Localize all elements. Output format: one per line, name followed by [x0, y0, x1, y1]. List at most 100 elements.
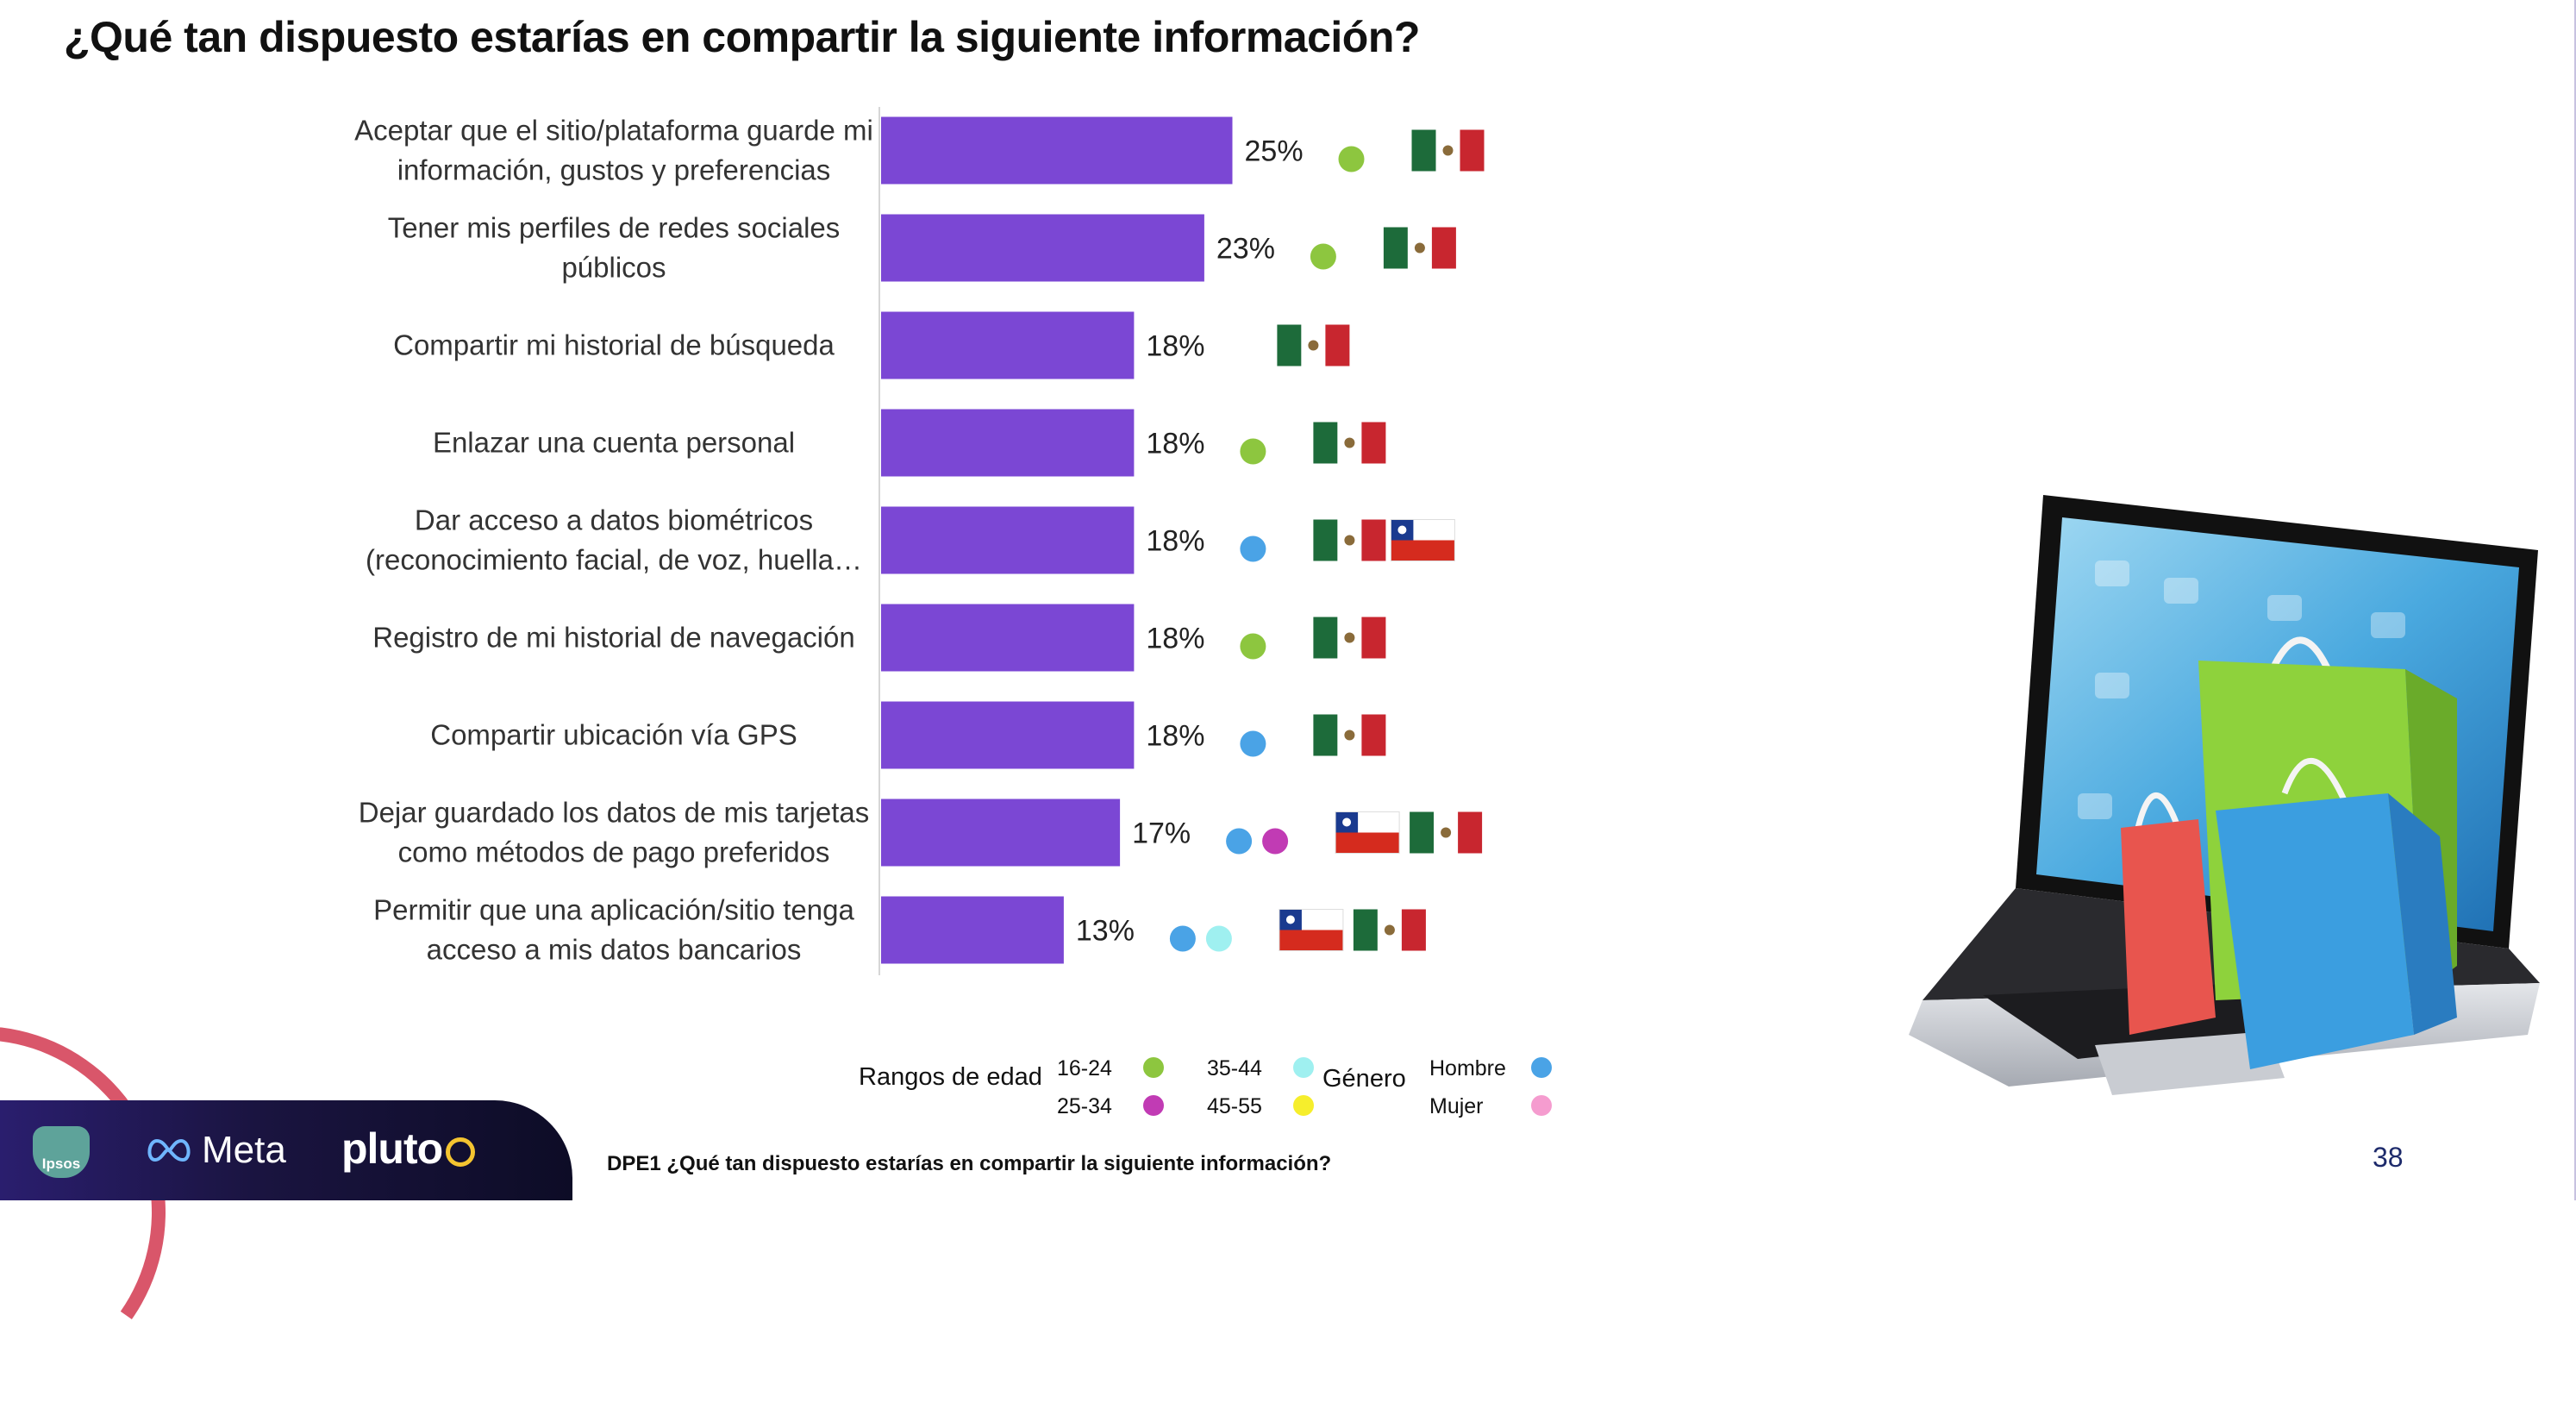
meta-logo-text: Meta	[202, 1129, 286, 1171]
meta-logo: Meta	[145, 1124, 286, 1176]
flag-chile-red	[1279, 930, 1343, 951]
marker-dot	[1205, 925, 1232, 952]
legend-gender-title: Género	[1322, 1065, 1406, 1093]
flag-mexico-green	[1353, 909, 1378, 951]
flag-mexico-emblem	[1344, 437, 1355, 448]
marker-dot	[1240, 633, 1266, 660]
flag-chile-border	[1390, 519, 1455, 561]
marker-dot	[1240, 536, 1266, 562]
page-number: 38	[2373, 1142, 2404, 1173]
flag-chile-star	[1285, 915, 1295, 924]
category-label: (reconocimiento facial, de voz, huella…	[366, 544, 862, 576]
ipsos-logo: Ipsos	[33, 1126, 90, 1178]
flag-chile-red	[1391, 540, 1455, 561]
legend-item-dot	[1531, 1057, 1552, 1078]
marker-dot	[1169, 925, 1196, 952]
question-footnote: DPE1 ¿Qué tan dispuesto estarías en comp…	[607, 1152, 1332, 1175]
flag-mexico-red	[1431, 227, 1456, 269]
category-label: públicos	[561, 252, 666, 284]
flag-mexico-green	[1313, 714, 1338, 756]
category-label: Aceptar que el sitio/plataforma guarde m…	[354, 115, 873, 147]
pluto-tv-logo: pluto	[341, 1121, 476, 1176]
flag-mexico-green	[1411, 129, 1436, 172]
laptop-shopping-bags-illustration	[1909, 495, 2540, 1095]
legend-item-label: Hombre	[1429, 1056, 1506, 1080]
bar	[881, 799, 1121, 867]
flag-mexico-emblem	[1344, 632, 1355, 643]
bar	[881, 214, 1204, 282]
flag-chile-star	[1397, 525, 1407, 535]
flag-mexico-red	[1361, 422, 1386, 464]
flag-mexico-red	[1458, 811, 1483, 854]
legend-item-dot	[1143, 1095, 1164, 1116]
data-label: 17%	[1132, 817, 1191, 850]
bar	[881, 506, 1135, 574]
flag-mexico-red	[1361, 519, 1386, 561]
flag-mexico-emblem	[1308, 340, 1319, 351]
legend-item-label: 35-44	[1207, 1056, 1262, 1080]
marker-dot	[1240, 438, 1266, 465]
flag-mexico-green	[1313, 617, 1338, 659]
flag-chile-star	[1342, 817, 1352, 827]
data-label: 18%	[1146, 330, 1204, 363]
legend-item-label: 25-34	[1057, 1094, 1112, 1118]
legend-age-title: Rangos de edad	[859, 1063, 1042, 1091]
bar	[881, 311, 1135, 379]
flag-chile-border	[1279, 909, 1344, 951]
marker-dot	[1262, 828, 1289, 855]
pluto-tv-icon	[446, 1137, 476, 1167]
legend-item-label: 45-55	[1207, 1094, 1262, 1118]
bar	[881, 409, 1135, 477]
data-label: 18%	[1146, 623, 1204, 655]
legend-item-dot	[1531, 1095, 1552, 1116]
category-label: acceso a mis datos bancarios	[427, 934, 802, 966]
page-title: ¿Qué tan dispuesto estarías en compartir…	[64, 13, 1420, 61]
flag-mexico-emblem	[1384, 924, 1395, 936]
category-label: Compartir mi historial de búsqueda	[393, 329, 835, 361]
flag-mexico-emblem	[1344, 730, 1355, 741]
marker-dot	[1226, 828, 1253, 855]
meta-infinity-icon	[147, 1138, 191, 1162]
data-label: 18%	[1146, 428, 1204, 460]
category-label: Registro de mi historial de navegación	[372, 622, 854, 654]
category-label: Permitir que una aplicación/sitio tenga	[373, 894, 854, 926]
category-label: Compartir ubicación vía GPS	[430, 719, 797, 751]
ipsos-logo-text: Ipsos	[41, 1156, 81, 1172]
footer-logo-bar	[0, 1100, 572, 1200]
flag-mexico-green	[1313, 422, 1338, 464]
flag-mexico-green	[1277, 324, 1302, 366]
flag-mexico-red	[1361, 714, 1386, 756]
flag-mexico-emblem	[1441, 827, 1452, 838]
legend-item-dot	[1143, 1057, 1164, 1078]
flag-mexico-red	[1401, 909, 1426, 951]
bar	[881, 116, 1233, 185]
bar	[881, 604, 1135, 672]
flag-mexico-red	[1361, 617, 1386, 659]
data-label: 25%	[1245, 135, 1304, 168]
category-label: Dejar guardado los datos de mis tarjetas	[359, 797, 870, 829]
flag-chile-border	[1335, 811, 1400, 854]
legend-item-label: Mujer	[1429, 1094, 1484, 1118]
bar-chart: 25% Aceptar que el sitio/plataforma guard…	[354, 107, 1552, 1118]
flag-mexico-green	[1313, 519, 1338, 561]
flag-mexico-green	[1383, 227, 1408, 269]
marker-dot	[1338, 146, 1365, 172]
data-label: 18%	[1146, 720, 1204, 753]
slide-edge-line	[2574, 0, 2576, 1200]
flag-mexico-red	[1325, 324, 1350, 366]
data-label: 23%	[1216, 233, 1275, 266]
legend-item-dot	[1293, 1057, 1314, 1078]
category-label: Enlazar una cuenta personal	[433, 427, 795, 459]
legend-item-dot	[1293, 1095, 1314, 1116]
flag-mexico-emblem	[1344, 535, 1355, 546]
bar	[881, 701, 1135, 769]
category-label: Tener mis perfiles de redes sociales	[388, 212, 841, 244]
category-label: como métodos de pago preferidos	[398, 836, 830, 868]
marker-dot	[1310, 243, 1336, 270]
flag-mexico-emblem	[1442, 145, 1454, 156]
data-label: 18%	[1146, 525, 1204, 558]
bar	[881, 896, 1064, 964]
flag-mexico-emblem	[1414, 242, 1425, 254]
legend-item-label: 16-24	[1057, 1056, 1112, 1080]
flag-mexico-green	[1410, 811, 1435, 854]
